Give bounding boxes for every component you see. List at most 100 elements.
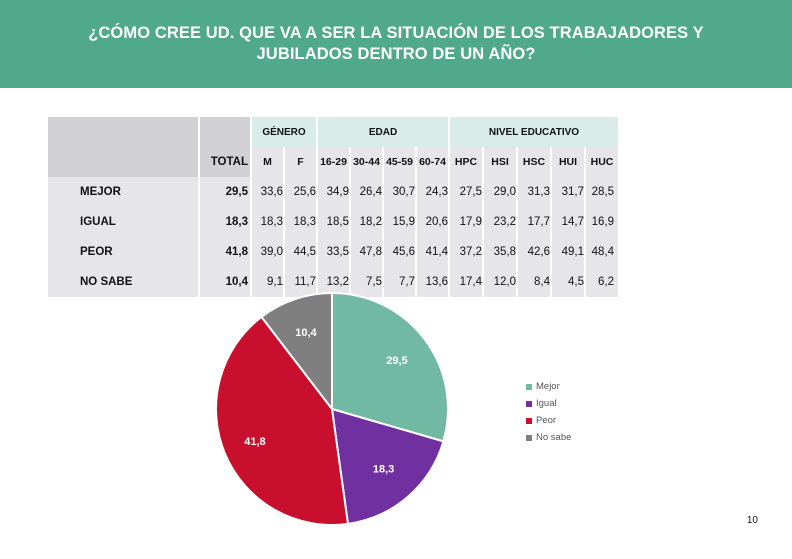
table-cell: 17,4 [450, 267, 482, 297]
pie-data-label: 10,4 [295, 327, 317, 339]
table-cell: 41,4 [417, 237, 448, 267]
legend-label: No sabe [536, 432, 572, 443]
page-title: ¿CÓMO CREE UD. QUE VA A SER LA SITUACIÓN… [88, 24, 704, 63]
legend-swatch [526, 383, 532, 390]
table-cell: 31,3 [518, 177, 550, 207]
legend-item: No sabe [526, 429, 571, 446]
table-cell: 47,8 [351, 237, 382, 267]
table-cell: 18,2 [351, 207, 382, 237]
pie-data-label: 18,3 [373, 464, 394, 476]
table-cell: 18,3 [285, 207, 316, 237]
total-cell: 10,4 [200, 267, 250, 297]
table-cell: 17,9 [450, 207, 482, 237]
legend-item: Igual [526, 395, 571, 412]
column-header: HUI [552, 147, 584, 177]
table-cell: 7,5 [351, 267, 382, 297]
table-cell: 33,6 [252, 177, 283, 207]
table-cell: 18,3 [252, 207, 283, 237]
table-cell: 45,6 [384, 237, 415, 267]
table-cell: 49,1 [552, 237, 584, 267]
column-header: 45-59 [384, 147, 415, 177]
table-cell: 8,4 [518, 267, 550, 297]
table-cell: 6,2 [586, 267, 618, 297]
group-edad: EDAD [318, 117, 448, 147]
group-nivel-educativo: NIVEL EDUCATIVO [450, 117, 618, 147]
column-header: HSI [484, 147, 516, 177]
results-table: GÉNERO EDAD NIVEL EDUCATIVO TOTAL M F 16… [46, 117, 620, 297]
column-header: HPC [450, 147, 482, 177]
table-cell: 42,6 [518, 237, 550, 267]
group-genero: GÉNERO [252, 117, 316, 147]
table-cell: 7,7 [384, 267, 415, 297]
legend-swatch [526, 400, 532, 407]
table-cell: 34,9 [318, 177, 349, 207]
table-cell: 44,5 [285, 237, 316, 267]
table-cell: 23,2 [484, 207, 516, 237]
column-header-row: TOTAL M F 16-29 30-44 45-59 60-74 HPC HS… [48, 147, 618, 177]
table-cell: 18,5 [318, 207, 349, 237]
column-header: 16-29 [318, 147, 349, 177]
column-header: TOTAL [200, 147, 250, 177]
table-cell: 29,0 [484, 177, 516, 207]
title-banner: ¿CÓMO CREE UD. QUE VA A SER LA SITUACIÓN… [0, 0, 792, 88]
table-cell: 12,0 [484, 267, 516, 297]
corner-cell [48, 117, 198, 177]
row-label: NO SABE [48, 267, 198, 297]
table-cell: 35,8 [484, 237, 516, 267]
legend-label: Igual [536, 398, 557, 409]
column-header: F [285, 147, 316, 177]
table-row: IGUAL 18,3 18,3 18,3 18,5 18,2 15,9 20,6… [48, 207, 618, 237]
row-label: IGUAL [48, 207, 198, 237]
table-cell: 13,6 [417, 267, 448, 297]
pie-data-label: 41,8 [244, 436, 265, 448]
table-cell: 13,2 [318, 267, 349, 297]
table-cell: 9,1 [252, 267, 283, 297]
table-cell: 25,6 [285, 177, 316, 207]
legend-label: Mejor [536, 381, 560, 392]
total-cell: 41,8 [200, 237, 250, 267]
pie-data-label: 29,5 [386, 355, 407, 367]
page-number: 10 [746, 515, 758, 526]
column-header: HUC [586, 147, 618, 177]
table-row: NO SABE 10,4 9,1 11,7 13,2 7,5 7,7 13,6 … [48, 267, 618, 297]
table-cell: 30,7 [384, 177, 415, 207]
pie-chart: 29,5 18,3 41,8 10,4 [215, 291, 449, 526]
table-cell: 39,0 [252, 237, 283, 267]
column-header: HSC [518, 147, 550, 177]
table-row: MEJOR 29,5 33,6 25,6 34,9 26,4 30,7 24,3… [48, 177, 618, 207]
pie-slice-peor [215, 315, 350, 526]
table-cell: 15,9 [384, 207, 415, 237]
pie-slice-no-sabe [260, 291, 333, 412]
table-cell: 31,7 [552, 177, 584, 207]
table-cell: 14,7 [552, 207, 584, 237]
legend-label: Peor [536, 415, 557, 426]
group-header-row: GÉNERO EDAD NIVEL EDUCATIVO [48, 117, 618, 177]
table-cell: 20,6 [417, 207, 448, 237]
legend-item: Peor [526, 412, 571, 429]
table-cell: 33,5 [318, 237, 349, 267]
table-cell: 17,7 [518, 207, 550, 237]
total-cell: 18,3 [200, 207, 250, 237]
legend-item: Mejor [526, 378, 571, 395]
table-cell: 16,9 [586, 207, 618, 237]
table-cell: 11,7 [285, 267, 316, 297]
legend-swatch [526, 417, 532, 424]
column-header: M [252, 147, 283, 177]
table-cell: 24,3 [417, 177, 448, 207]
total-cell: 29,5 [200, 177, 250, 207]
table-cell: 26,4 [351, 177, 382, 207]
column-header: 60-74 [417, 147, 448, 177]
row-label: MEJOR [48, 177, 198, 207]
pie-slice-igual [330, 407, 445, 526]
table-cell: 27,5 [450, 177, 482, 207]
column-header: 30-44 [351, 147, 382, 177]
table-cell: 48,4 [586, 237, 618, 267]
table-cell: 28,5 [586, 177, 618, 207]
total-group-cell [200, 117, 250, 147]
pie-slice-mejor [331, 291, 449, 443]
table-cell: 37,2 [450, 237, 482, 267]
row-label: PEOR [48, 237, 198, 267]
chart-legend: Mejor Igual Peor No sabe [526, 378, 571, 446]
table-cell: 4,5 [552, 267, 584, 297]
table-row: PEOR 41,8 39,0 44,5 33,5 47,8 45,6 41,4 … [48, 237, 618, 267]
